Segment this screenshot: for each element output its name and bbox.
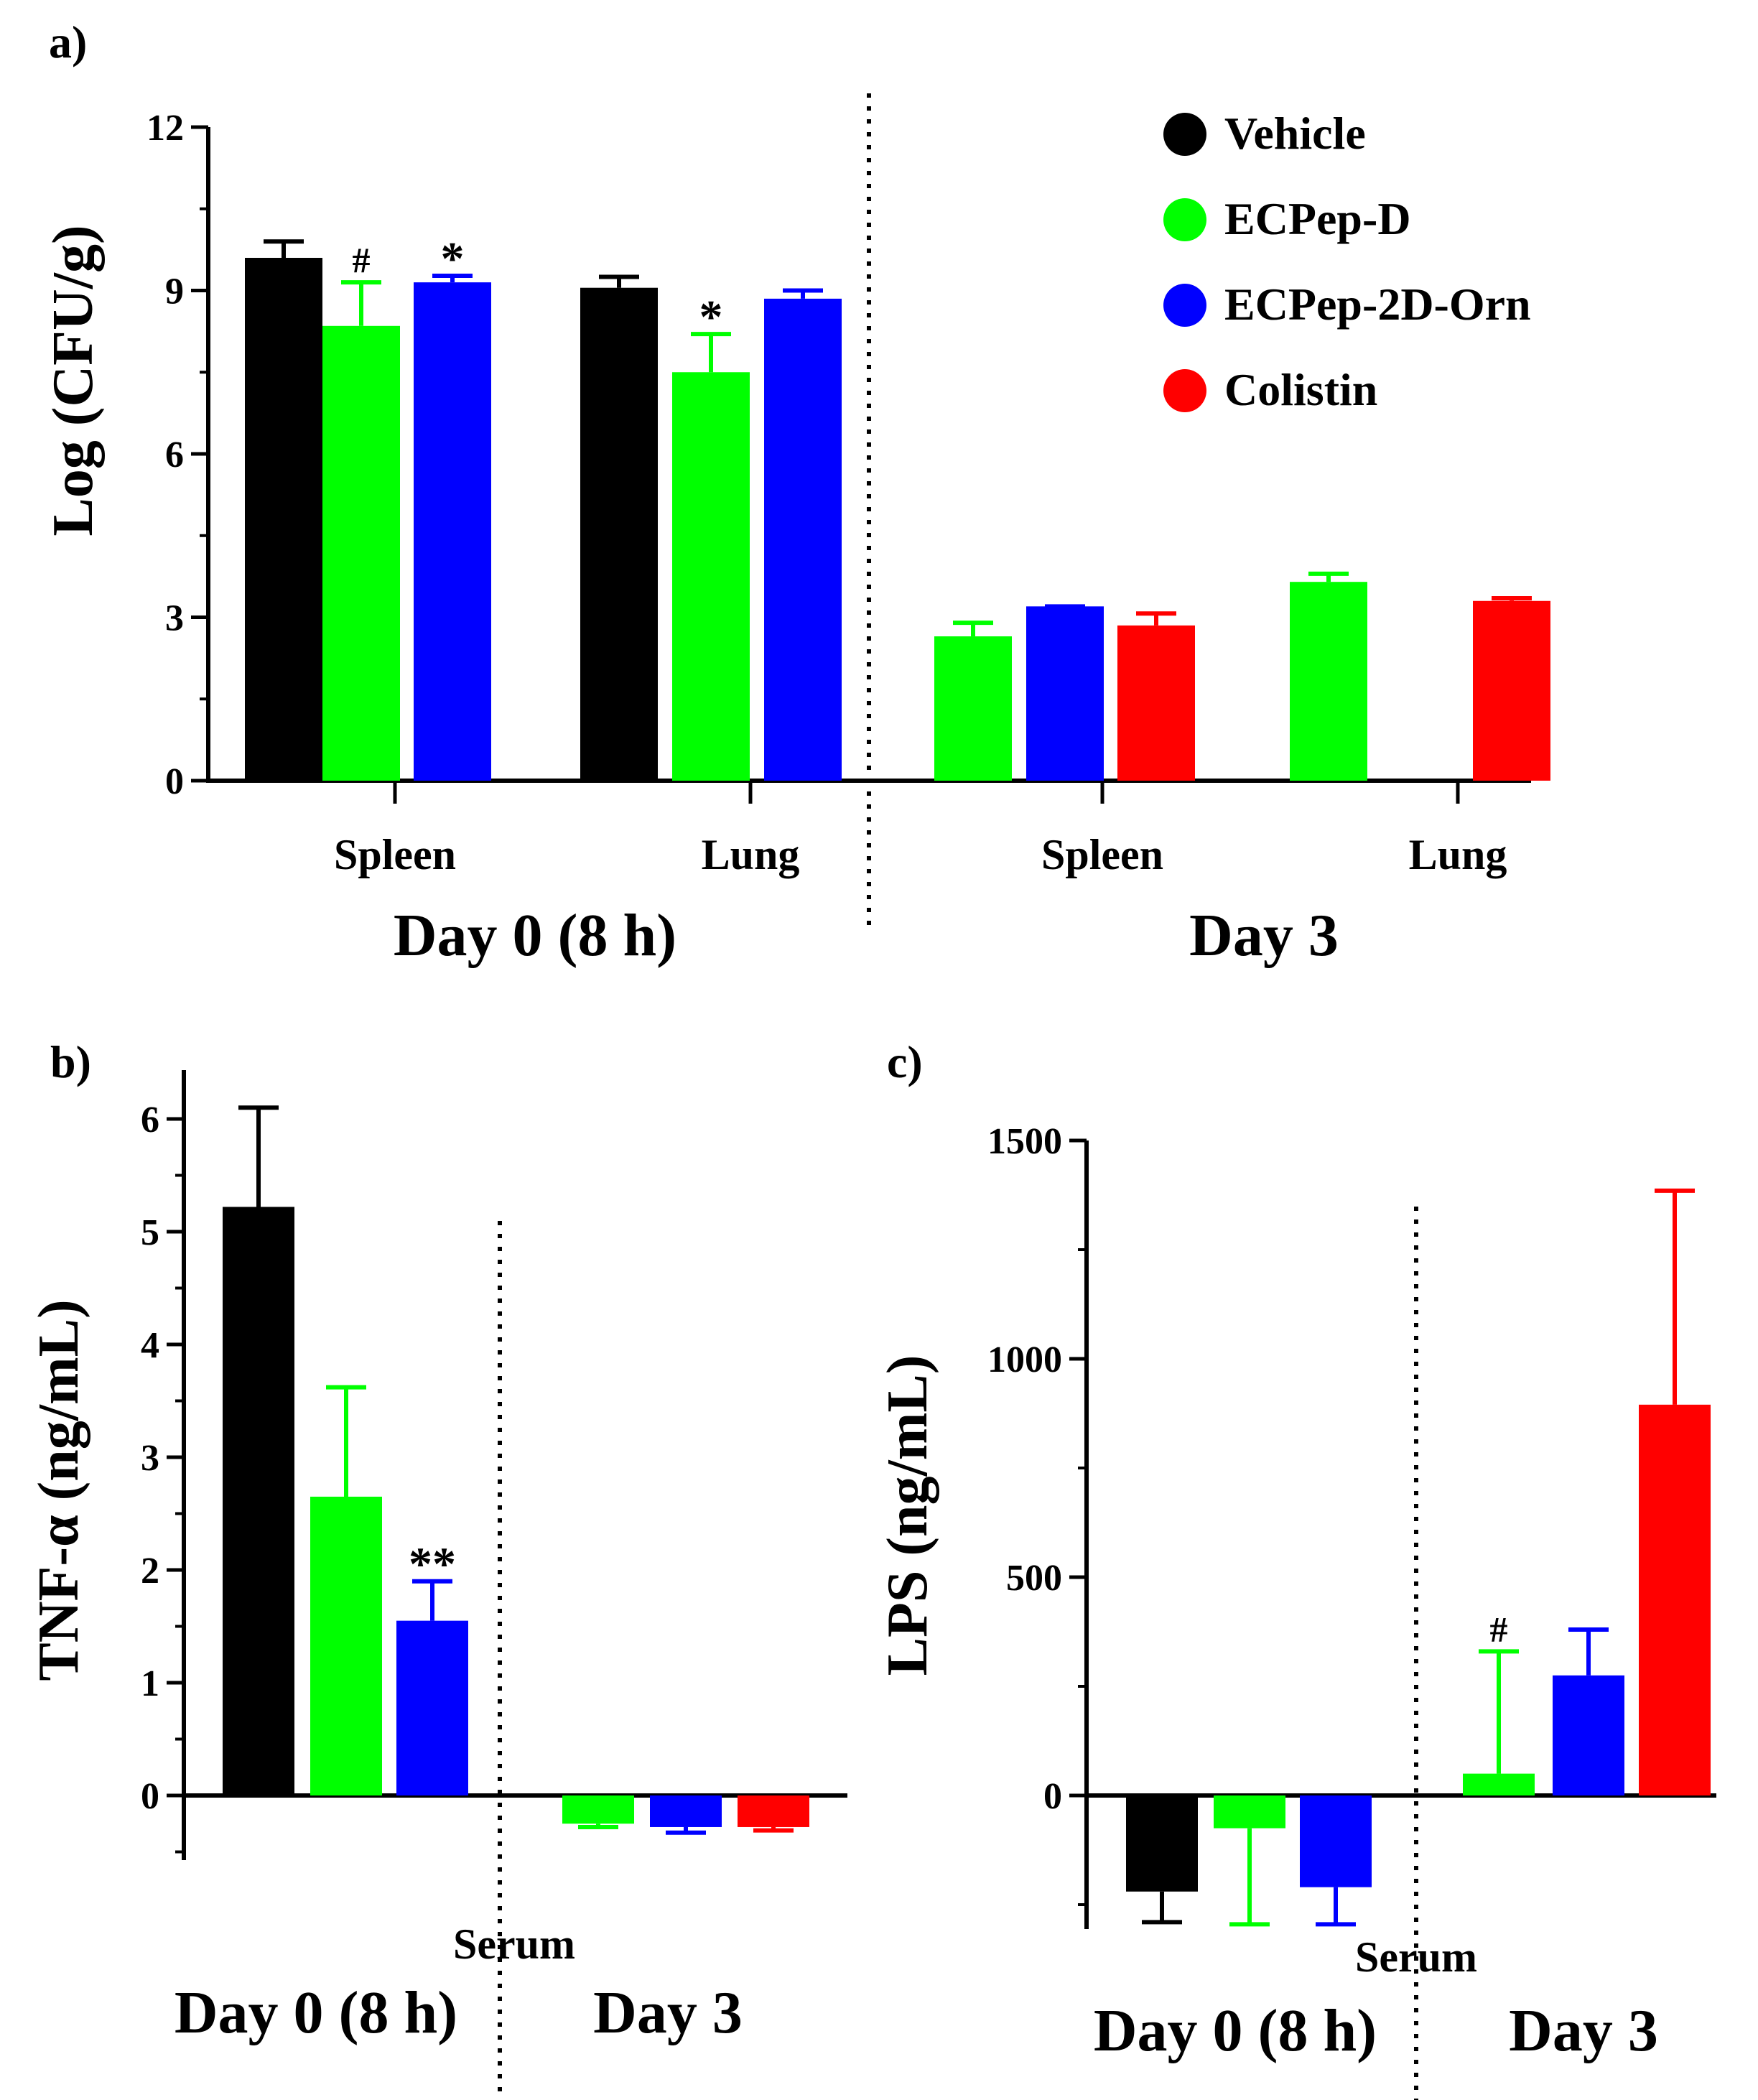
- bar-vehicle: [1126, 1795, 1198, 1892]
- significance-mark: *: [441, 233, 465, 285]
- panel-c-label: c): [887, 1036, 923, 1087]
- y-tick-label: 2: [141, 1551, 159, 1592]
- legend-marker-vehicle: [1163, 113, 1206, 156]
- panel-c-category-label: Serum: [1355, 1933, 1477, 1981]
- bar-ecpep-d: [322, 325, 400, 781]
- y-tick-label: 0: [141, 1776, 159, 1817]
- x-tick-label: Spleen: [1041, 831, 1163, 878]
- legend-label-colistin: Colistin: [1224, 364, 1377, 415]
- x-tick-label: Lung: [1409, 831, 1507, 878]
- panel-a-legend: Vehicle ECPep-D ECPep-2D-Orn Colistin: [1163, 108, 1531, 415]
- x-tick-label: Spleen: [334, 831, 456, 878]
- legend-label-ecpep-2d-orn: ECPep-2D-Orn: [1224, 279, 1531, 330]
- significance-mark: #: [353, 240, 371, 280]
- panel-c: c) LPS (ng/mL) 0 500 1000 1500 # Serum Day …: [876, 1036, 1716, 2100]
- panel-b-category-label: Serum: [453, 1920, 575, 1968]
- panel-c-group-label-1: Day 0 (8 h): [1094, 1997, 1377, 2064]
- significance-mark: #: [1490, 1609, 1508, 1649]
- panel-a: a) Log (CFU/g) 0 3 6 9 12 # * * Spleen Lung Sple…: [42, 17, 1550, 969]
- panel-b: b) TNF-α (ng/mL) 0 1 2 3 4 5 6 ** Serum Day 0 …: [27, 1036, 847, 2100]
- significance-mark: **: [409, 1538, 456, 1591]
- bar-ecpep-2d-orn: [414, 282, 491, 781]
- legend-label-ecpep-d: ECPep-D: [1224, 193, 1411, 244]
- bar-ecpep-d: [1214, 1795, 1285, 1829]
- bar-ecpep-2d-orn: [1026, 606, 1104, 781]
- y-tick-label: 0: [165, 761, 184, 802]
- bar-ecpep-d: [1290, 582, 1367, 781]
- panel-b-ylabel: TNF-α (ng/mL): [27, 1299, 90, 1681]
- y-tick-label: 3: [165, 598, 184, 639]
- panel-b-label: b): [50, 1036, 91, 1087]
- bar-ecpep-d: [1463, 1773, 1535, 1795]
- y-tick-label: 5: [141, 1212, 159, 1253]
- bar-ecpep-d: [672, 372, 750, 781]
- panel-b-group-label-1: Day 0 (8 h): [175, 1979, 457, 2046]
- panel-a-ylabel: Log (CFU/g): [42, 225, 105, 536]
- bar-colistin: [1473, 600, 1550, 781]
- bar-ecpep-d: [562, 1795, 634, 1824]
- bar-ecpep-d: [310, 1496, 382, 1795]
- y-tick-label: 1500: [987, 1121, 1062, 1162]
- significance-mark: *: [699, 291, 723, 343]
- y-tick-label: 1: [141, 1663, 159, 1704]
- legend-label-vehicle: Vehicle: [1224, 108, 1366, 159]
- panel-a-group-label-1: Day 0 (8 h): [394, 902, 676, 969]
- y-tick-label: 12: [146, 108, 184, 149]
- y-tick-label: 3: [141, 1438, 159, 1479]
- panel-c-group-label-2: Day 3: [1509, 1997, 1658, 2064]
- panel-b-group-label-2: Day 3: [593, 1979, 743, 2046]
- bar-ecpep-2d-orn: [396, 1620, 468, 1795]
- bar-vehicle: [245, 258, 322, 781]
- y-tick-label: 9: [165, 271, 184, 312]
- bar-ecpep-2d-orn: [1300, 1795, 1372, 1887]
- y-tick-label: 1000: [987, 1339, 1062, 1380]
- x-tick-label: Lung: [702, 831, 800, 878]
- y-tick-label: 4: [141, 1325, 159, 1366]
- bar-colistin: [1639, 1404, 1711, 1795]
- panel-a-group-label-2: Day 3: [1189, 902, 1339, 969]
- bar-ecpep-2d-orn: [764, 298, 842, 781]
- bar-colistin: [738, 1795, 809, 1827]
- bar-colistin: [1117, 625, 1195, 781]
- bar-ecpep-d: [934, 636, 1012, 781]
- panel-c-ylabel: LPS (ng/mL): [876, 1355, 939, 1676]
- bar-vehicle: [580, 287, 658, 781]
- legend-marker-colistin: [1163, 369, 1206, 412]
- bar-ecpep-2d-orn: [1553, 1675, 1624, 1795]
- bar-ecpep-2d-orn: [650, 1795, 722, 1827]
- y-tick-label: 6: [141, 1100, 159, 1140]
- y-tick-label: 500: [1006, 1558, 1062, 1599]
- legend-marker-ecpep-d: [1163, 198, 1206, 241]
- y-tick-label: 6: [165, 435, 184, 475]
- y-tick-label: 0: [1043, 1776, 1062, 1817]
- bar-vehicle: [223, 1207, 294, 1795]
- legend-marker-ecpep-2d-orn: [1163, 284, 1206, 327]
- panel-a-label: a): [49, 17, 87, 68]
